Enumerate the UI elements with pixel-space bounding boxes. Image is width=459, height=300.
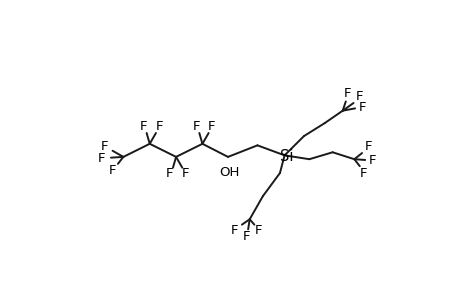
Text: F: F — [140, 120, 147, 134]
Text: F: F — [364, 140, 371, 153]
Text: F: F — [369, 154, 376, 167]
Text: F: F — [343, 87, 350, 100]
Text: F: F — [230, 224, 237, 236]
Text: F: F — [181, 167, 189, 180]
Text: F: F — [192, 120, 200, 134]
Text: F: F — [101, 140, 108, 153]
Text: F: F — [108, 164, 116, 177]
Text: F: F — [255, 224, 262, 236]
Text: F: F — [359, 167, 367, 180]
Text: F: F — [166, 167, 173, 180]
Text: F: F — [242, 230, 250, 243]
Text: F: F — [358, 101, 366, 114]
Text: OH: OH — [219, 166, 239, 179]
Text: F: F — [207, 120, 215, 134]
Text: F: F — [155, 120, 162, 134]
Text: Si: Si — [280, 149, 293, 164]
Text: F: F — [355, 90, 363, 103]
Text: F: F — [98, 152, 105, 165]
